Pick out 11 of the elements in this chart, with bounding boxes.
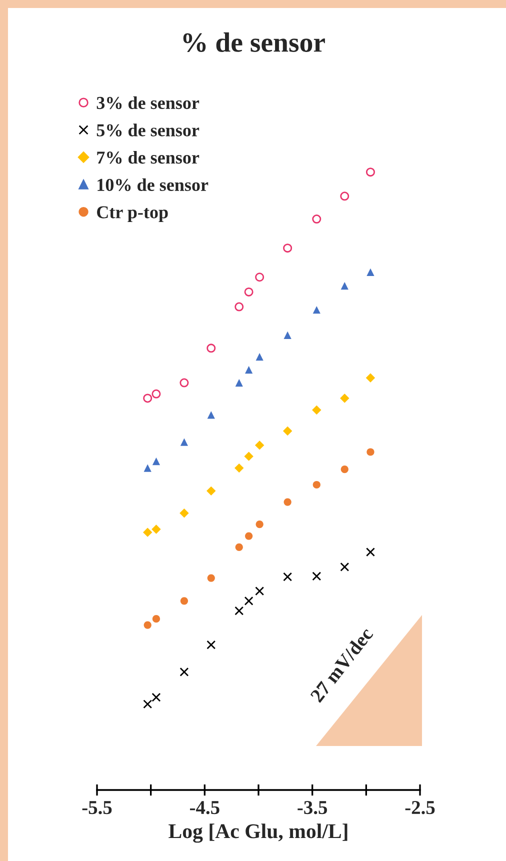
x-tick-label: -5.5 xyxy=(82,801,112,814)
x-tick-label: -4.5 xyxy=(190,801,220,814)
chart-title: % de sensor xyxy=(183,32,325,52)
x-axis-title: Log [Ac Glu, mol/L] xyxy=(168,824,348,843)
legend-label: 3% de sensor xyxy=(96,96,200,110)
legend-label: 10% de sensor xyxy=(98,178,208,192)
legend-label: 5% de sensor xyxy=(96,124,200,136)
legend-label: Ctr p-top xyxy=(97,206,168,222)
x-tick-label: -2.5 xyxy=(405,801,435,814)
legend-label: 7% de sensor xyxy=(97,150,200,164)
x-tick-label: -3.5 xyxy=(298,801,328,814)
